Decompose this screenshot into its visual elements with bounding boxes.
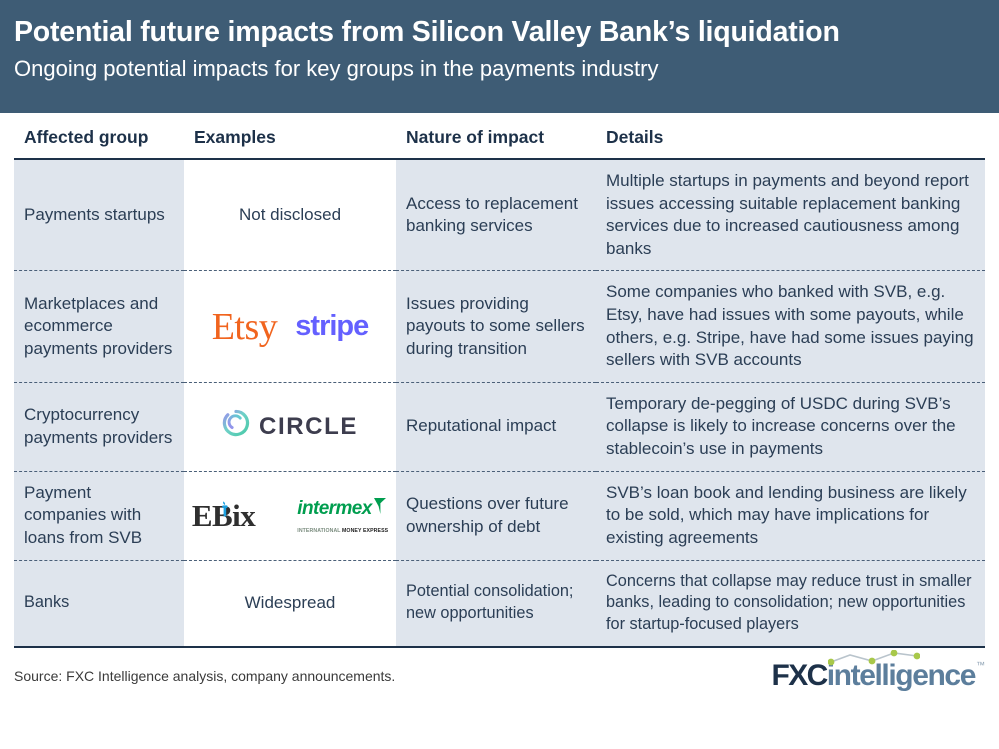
impacts-table: Affected group Examples Nature of impact… — [14, 113, 985, 646]
cell-examples: Not disclosed — [184, 159, 396, 272]
stripe-logo: stripe — [295, 310, 369, 343]
trademark-symbol: ™ — [976, 660, 985, 671]
logo-group: CIRCLE — [194, 409, 386, 444]
table-header-row: Affected group Examples Nature of impact… — [14, 113, 985, 160]
table-header: Affected group Examples Nature of impact… — [14, 113, 985, 160]
example-text: Not disclosed — [238, 204, 342, 224]
table-bottom-rule — [14, 645, 985, 649]
intermex-wordmark: intermex — [297, 497, 372, 519]
fxc-wordmark-secondary: intelligence — [826, 659, 977, 693]
cell-nature-of-impact: Issues providing payouts to some sellers… — [396, 270, 596, 383]
table-row: Banks Widespread Potential consolidation… — [14, 560, 985, 646]
etsy-logo: Etsy — [211, 305, 278, 348]
cell-details: SVB’s loan book and lending business are… — [596, 471, 985, 561]
intermex-top-row: intermex — [297, 497, 388, 518]
ebix-torch-icon — [219, 491, 232, 522]
cell-nature-of-impact: Questions over future ownership of debt — [396, 471, 596, 561]
page-subtitle: Ongoing potential impacts for key groups… — [14, 55, 659, 81]
circle-wordmark: CIRCLE — [259, 412, 358, 440]
column-header-nature-of-impact: Nature of impact — [396, 113, 596, 160]
column-header-details: Details — [596, 113, 985, 160]
cell-details: Multiple startups in payments and beyond… — [596, 159, 985, 272]
example-text: Widespread — [244, 592, 336, 612]
cell-nature-of-impact: Reputational impact — [396, 382, 596, 472]
header-banner: Potential future impacts from Silicon Va… — [0, 0, 999, 113]
table-row: Payment companies with loans from SVB EB… — [14, 471, 985, 561]
cell-affected-group: Cryptocurrency payments providers — [14, 382, 184, 472]
cell-affected-group: Banks — [14, 560, 184, 646]
logo-group: Etsy stripe — [194, 308, 386, 346]
ebix-logo: EBix — [192, 500, 256, 531]
table-body: Payments startups Not disclosed Access t… — [14, 159, 985, 646]
sparkline-icon — [827, 649, 920, 670]
fxc-wordmark-primary: FXC — [771, 659, 829, 693]
cell-examples: CIRCLE — [184, 382, 396, 472]
logo-group: EBix intermex — [192, 497, 388, 535]
table-container: Affected group Examples Nature of impact… — [0, 113, 999, 646]
cell-nature-of-impact: Potential consolidation; new opportuniti… — [396, 560, 596, 646]
fxc-intelligence-logo: FXC intelligence ™ — [771, 649, 985, 693]
intermex-flag-icon — [373, 497, 387, 518]
cell-details: Temporary de-pegging of USDC during SVB’… — [596, 382, 985, 472]
cell-affected-group: Marketplaces and ecommerce payments prov… — [14, 270, 184, 383]
cell-details: Concerns that collapse may reduce trust … — [596, 560, 985, 646]
intermex-logo: intermex INTERNATIONAL MONEY EXPRESS — [297, 497, 388, 535]
cell-nature-of-impact: Access to replacement banking services — [396, 159, 596, 272]
cell-examples: Etsy stripe — [184, 270, 396, 383]
page-title: Potential future impacts from Silicon Va… — [14, 16, 840, 48]
circle-logo: CIRCLE — [222, 409, 358, 444]
circle-ring-icon — [222, 409, 250, 444]
cell-affected-group: Payment companies with loans from SVB — [14, 471, 184, 561]
table-row: Marketplaces and ecommerce payments prov… — [14, 270, 985, 383]
cell-examples: Widespread — [184, 560, 396, 646]
table-row: Cryptocurrency payments providers — [14, 382, 985, 472]
intermex-sublabel: INTERNATIONAL MONEY EXPRESS — [297, 527, 389, 534]
cell-affected-group: Payments startups — [14, 159, 184, 272]
source-note: Source: FXC Intelligence analysis, compa… — [14, 668, 396, 685]
column-header-examples: Examples — [184, 113, 396, 160]
column-header-affected-group: Affected group — [14, 113, 184, 160]
table-row: Payments startups Not disclosed Access t… — [14, 159, 985, 272]
footer: Source: FXC Intelligence analysis, compa… — [0, 648, 999, 704]
cell-examples: EBix intermex — [184, 471, 396, 561]
cell-details: Some companies who banked with SVB, e.g.… — [596, 270, 985, 383]
